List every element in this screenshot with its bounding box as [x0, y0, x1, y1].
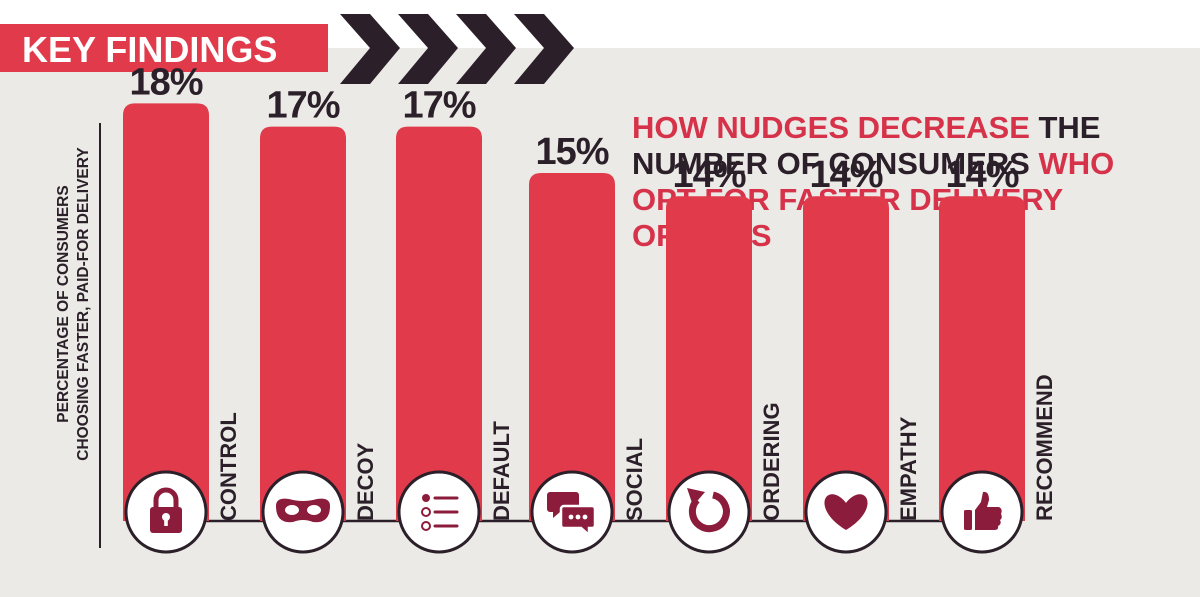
icon-circle [667, 470, 751, 554]
chevron-1 [340, 14, 400, 84]
y-axis-label-line-2: CHOOSING FASTER, PAID-FOR DELIVERY [75, 147, 92, 461]
category-label: CONTROL [216, 412, 241, 521]
category-label: DECOY [353, 442, 378, 521]
data-label: 18% [129, 61, 202, 103]
category-label: DEFAULT [489, 421, 514, 521]
bar-group-decoy: 17% DECOY [260, 85, 378, 554]
title-line-2: NUMBER OF CONSUMERS WHO [632, 146, 1114, 181]
bar [803, 196, 889, 521]
title-segment: NUMBER OF CONSUMERS [632, 146, 1030, 181]
bar-group-ordering: 14% ORDERING [666, 154, 784, 554]
list-icon [421, 494, 459, 531]
title-segment: HOW NUDGES DECREASE [632, 110, 1030, 145]
chevron-3 [456, 14, 516, 84]
bars: 18% CONTROL 17% DECOY 17% DEFAULT 15% SOCIAL 14%… [123, 61, 1057, 554]
category-label: RECOMMEND [1032, 374, 1057, 521]
category-label: ORDERING [759, 402, 784, 521]
bar [123, 103, 209, 522]
title-segment: WHO [1030, 146, 1114, 181]
title-segment: THE [1030, 110, 1101, 145]
data-label: 14% [809, 154, 882, 196]
bar-group-social: 15% SOCIAL [529, 131, 647, 554]
bar [260, 126, 346, 521]
bar-group-recommend: 14% RECOMMEND [939, 154, 1057, 554]
heart-icon [824, 494, 868, 530]
mask-icon [276, 498, 330, 523]
chevron-arrows [340, 14, 574, 84]
bar-group-empathy: 14% EMPATHY [803, 154, 921, 554]
category-label: SOCIAL [622, 438, 647, 521]
key-findings-label: KEY FINDINGS [22, 29, 277, 70]
y-axis-label: PERCENTAGE OF CONSUMERS CHOOSING FASTER,… [55, 147, 92, 461]
bar [396, 126, 482, 521]
data-label: 14% [672, 154, 745, 196]
data-label: 17% [266, 85, 339, 127]
refresh-icon [687, 488, 730, 533]
category-label: EMPATHY [896, 416, 921, 521]
bar-group-default: 17% DEFAULT [396, 85, 514, 554]
lock-icon [150, 487, 182, 533]
thumbs-up-icon [964, 491, 1002, 530]
bar-group-control: 18% CONTROL [123, 61, 241, 554]
chevron-4 [514, 14, 574, 84]
chevron-2 [398, 14, 458, 84]
key-findings-box [0, 24, 328, 72]
data-label: 14% [945, 154, 1018, 196]
bar [529, 173, 615, 521]
bar [666, 196, 752, 521]
y-axis-label-line-1: PERCENTAGE OF CONSUMERS [55, 185, 72, 422]
data-label: 17% [402, 85, 475, 127]
title-line-1: HOW NUDGES DECREASE THE [632, 110, 1101, 145]
data-label: 15% [535, 131, 608, 173]
bar [939, 196, 1025, 521]
key-findings-banner: KEY FINDINGS [0, 24, 328, 72]
chat-icon [547, 492, 597, 538]
